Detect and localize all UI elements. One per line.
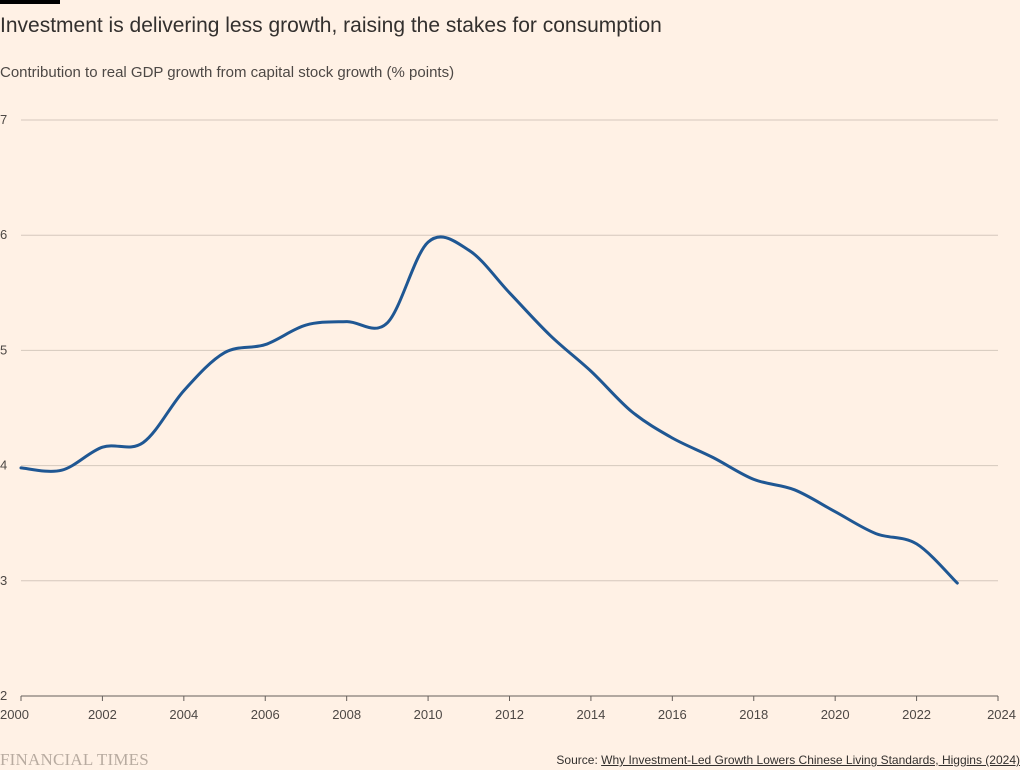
x-tick-label: 2010 (414, 707, 443, 722)
x-tick-label: 2018 (739, 707, 768, 722)
chart-subtitle: Contribution to real GDP growth from cap… (0, 64, 455, 81)
x-tick-label: 2016 (658, 707, 687, 722)
x-tick-label: 2020 (821, 707, 850, 722)
x-tick-label: 2022 (902, 707, 931, 722)
x-tick-label: 2006 (251, 707, 280, 722)
source-label: Source: (556, 753, 602, 767)
chart-title: Investment is delivering less growth, ra… (0, 14, 662, 37)
y-tick-label: 3 (0, 573, 7, 588)
series-line-0 (19, 235, 959, 585)
source-note: Source: Why Investment-Led Growth Lowers… (556, 753, 1020, 767)
series-layer (19, 235, 959, 585)
x-axis: 2000 2002 2004 2006 2008 2010 2012 2014 2016 2018… (0, 695, 1016, 722)
x-tick-label: 2004 (169, 707, 198, 722)
ft-logo: FINANCIAL TIMES (0, 750, 149, 769)
x-tick-label: 2000 (0, 707, 29, 722)
y-tick-label: 7 (0, 112, 7, 127)
x-tick-label: 2012 (495, 707, 524, 722)
y-tick-label: 4 (0, 458, 7, 473)
source-link[interactable]: Why Investment-Led Growth Lowers Chinese… (601, 753, 1020, 767)
y-axis-ticks: 2 3 4 5 6 7 (0, 112, 7, 703)
ft-top-bar (0, 0, 60, 4)
x-tick-label: 2014 (576, 707, 605, 722)
y-tick-label: 5 (0, 342, 7, 357)
gridlines (21, 119, 998, 582)
y-tick-label: 6 (0, 227, 7, 242)
x-tick-label: 2008 (332, 707, 361, 722)
x-tick-label: 2002 (88, 707, 117, 722)
x-tick-label: 2024 (987, 707, 1016, 722)
y-tick-label: 2 (0, 688, 7, 703)
